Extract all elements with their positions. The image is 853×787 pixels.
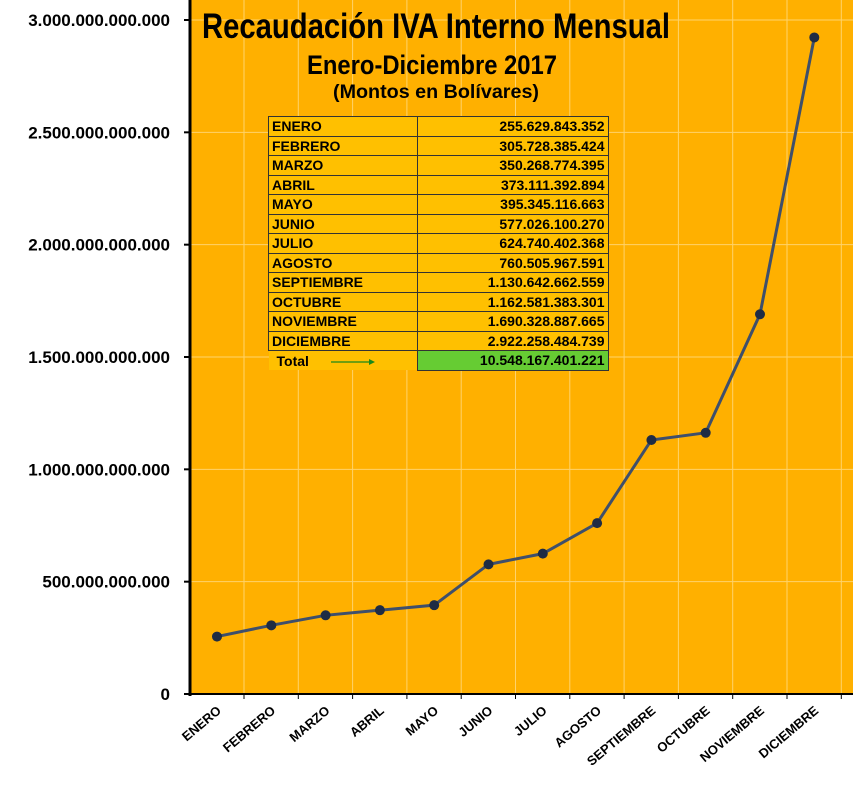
y-tick-label: 1.000.000.000.000 bbox=[28, 460, 170, 479]
x-tick-label: FEBRERO bbox=[220, 703, 278, 755]
data-point bbox=[809, 32, 820, 43]
x-tick-label: MAYO bbox=[403, 703, 442, 739]
table-month-cell: ABRIL bbox=[268, 174, 418, 195]
x-tick-label: JUNIO bbox=[455, 703, 495, 740]
table-month-cell: ENERO bbox=[268, 116, 418, 137]
chart-note: (Montos en Bolívares) bbox=[333, 82, 539, 103]
table-month-cell: SEPTIEMBRE bbox=[268, 272, 418, 293]
table-row: OCTUBRE 1.162.581.383.301 bbox=[268, 291, 609, 312]
data-point bbox=[700, 427, 711, 438]
series-line bbox=[216, 37, 816, 639]
data-table: ENERO 255.629.843.352 FEBRERO 305.728.385.4… bbox=[268, 116, 609, 371]
table-month-cell: JUNIO bbox=[268, 213, 418, 234]
table-row: DICIEMBRE 2.922.258.484.739 bbox=[268, 330, 609, 351]
table-amount-cell: 1.130.642.662.559 bbox=[416, 272, 609, 293]
table-amount-cell: 395.345.116.663 bbox=[416, 194, 609, 215]
table-amount-cell: 1.690.328.887.665 bbox=[416, 311, 609, 332]
table-amount-cell: 350.268.774.395 bbox=[416, 155, 609, 176]
data-point bbox=[374, 605, 385, 616]
x-tick-label: ABRIL bbox=[347, 703, 387, 740]
chart-title: Recaudación IVA Interno Mensual bbox=[202, 7, 670, 46]
table-month-cell: AGOSTO bbox=[268, 252, 418, 273]
data-point bbox=[320, 610, 331, 621]
table-row: MAYO 395.345.116.663 bbox=[268, 194, 609, 215]
table-row: SEPTIEMBRE 1.130.642.662.559 bbox=[268, 272, 609, 293]
data-point bbox=[646, 434, 657, 445]
data-points bbox=[212, 32, 820, 642]
table-month-cell: DICIEMBRE bbox=[268, 330, 418, 351]
y-tick-label: 3.000.000.000.000 bbox=[28, 11, 170, 30]
total-amount-cell: 10.548.167.401.221 bbox=[416, 350, 609, 371]
table-amount-cell: 624.740.402.368 bbox=[416, 233, 609, 254]
data-point bbox=[483, 559, 494, 570]
table-row: NOVIEMBRE 1.690.328.887.665 bbox=[268, 311, 609, 332]
table-total-row: Total 10.548.167.401.221 bbox=[268, 350, 609, 371]
table-row: JULIO 624.740.402.368 bbox=[268, 233, 609, 254]
arrow-right-icon bbox=[330, 358, 375, 365]
data-point bbox=[212, 631, 222, 642]
y-tick-label: 2.000.000.000.000 bbox=[28, 236, 170, 255]
table-month-cell: MARZO bbox=[268, 155, 418, 176]
table-month-cell: FEBRERO bbox=[268, 135, 418, 156]
table-month-cell: OCTUBRE bbox=[268, 291, 418, 312]
data-point bbox=[429, 600, 440, 611]
data-point bbox=[755, 309, 765, 320]
y-tick-label: 1.500.000.000.000 bbox=[28, 348, 170, 367]
y-tick-label: 500.000.000.000 bbox=[42, 573, 170, 592]
x-tick-label: MARZO bbox=[286, 703, 332, 745]
total-label: Total bbox=[276, 352, 309, 369]
table-amount-cell: 1.162.581.383.301 bbox=[416, 291, 609, 312]
table-month-cell: NOVIEMBRE bbox=[268, 311, 418, 332]
table-month-cell: MAYO bbox=[268, 194, 418, 215]
table-month-cell: JULIO bbox=[268, 233, 418, 254]
table-amount-cell: 255.629.843.352 bbox=[416, 116, 609, 137]
table-row: MARZO 350.268.774.395 bbox=[268, 155, 609, 176]
chart-subtitle: Enero-Diciembre 2017 bbox=[307, 50, 557, 80]
table-amount-cell: 373.111.392.894 bbox=[416, 174, 609, 195]
x-tick-label: DICIEMBRE bbox=[756, 703, 822, 762]
table-row: FEBRERO 305.728.385.424 bbox=[268, 135, 609, 156]
table-amount-cell: 577.026.100.270 bbox=[416, 213, 609, 234]
table-row: AGOSTO 760.505.967.591 bbox=[268, 252, 609, 273]
x-tick-label: ENERO bbox=[179, 703, 224, 744]
data-point bbox=[537, 548, 548, 559]
total-label-cell: Total bbox=[268, 350, 417, 370]
x-tick-label: AGOSTO bbox=[551, 703, 604, 751]
table-amount-cell: 2.922.258.484.739 bbox=[416, 330, 609, 351]
y-tick-label: 2.500.000.000.000 bbox=[28, 123, 170, 142]
y-axis-ticks: 0 500.000.000.000 1.000.000.000.000 1.500.0… bbox=[28, 11, 190, 704]
table-row: ENERO 255.629.843.352 bbox=[268, 116, 609, 137]
table-amount-cell: 760.505.967.591 bbox=[416, 252, 609, 273]
data-point bbox=[592, 518, 603, 529]
x-tick-label: JULIO bbox=[511, 703, 550, 739]
table-row: JUNIO 577.026.100.270 bbox=[268, 213, 609, 234]
table-row: ABRIL 373.111.392.894 bbox=[268, 174, 609, 195]
table-amount-cell: 305.728.385.424 bbox=[416, 135, 609, 156]
y-tick-label: 0 bbox=[161, 685, 170, 704]
data-point bbox=[266, 620, 277, 631]
